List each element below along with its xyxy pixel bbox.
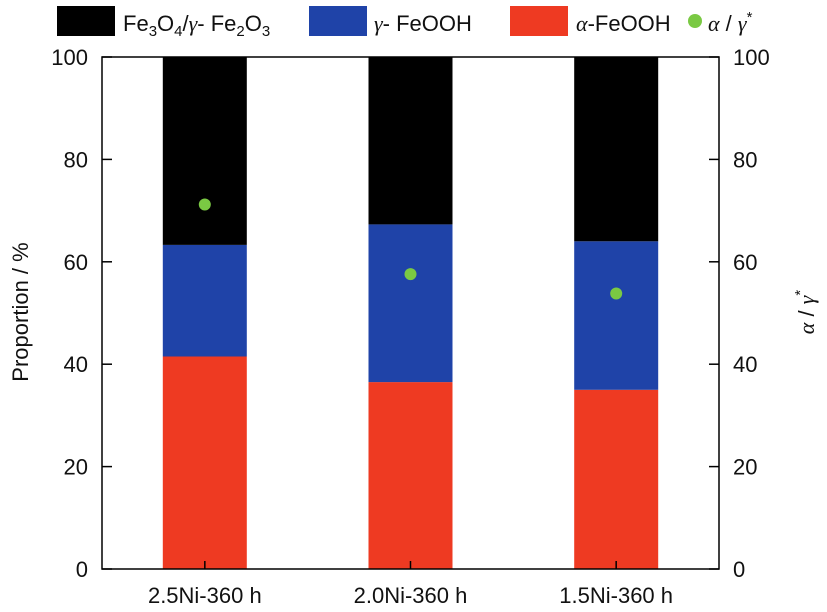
legend: Fe3O4/γ- Fe2O3 γ- FeOOH α-FeOOH α / γ* bbox=[57, 6, 753, 40]
y-tick-label-2: 40 bbox=[64, 352, 88, 377]
bar-segment-0-0 bbox=[162, 356, 247, 569]
y-tick-label-3: 60 bbox=[64, 250, 88, 275]
y2-axis-title: α / γ* bbox=[792, 290, 819, 335]
points-layer bbox=[198, 198, 623, 300]
legend-label-ratio: α / γ* bbox=[708, 9, 753, 36]
bar-segment-0-1 bbox=[368, 382, 453, 569]
category-label-0: 2.5Ni-360 h bbox=[148, 583, 262, 608]
legend-swatch-fe-oxide bbox=[57, 6, 115, 36]
legend-swatch-gamma-feooh bbox=[309, 6, 367, 36]
y-tick-label-1: 20 bbox=[64, 455, 88, 480]
bar-segment-1-0 bbox=[162, 244, 247, 357]
y-axis-title: Proportion / % bbox=[8, 242, 33, 381]
bar-segment-2-2 bbox=[574, 57, 659, 242]
y2-tick-label-1: 20 bbox=[733, 455, 757, 480]
y2-tick-label-5: 100 bbox=[733, 45, 770, 70]
ratio-point-1 bbox=[404, 268, 417, 281]
bars-layer bbox=[162, 57, 659, 569]
y-tick-label-5: 100 bbox=[51, 45, 88, 70]
bar-segment-1-2 bbox=[574, 241, 659, 390]
legend-label-alpha-feooh: α-FeOOH bbox=[576, 11, 671, 36]
y2-tick-label-3: 60 bbox=[733, 250, 757, 275]
ratio-point-0 bbox=[198, 198, 211, 211]
category-label-1: 2.0Ni-360 h bbox=[354, 583, 468, 608]
y2-tick-label-4: 80 bbox=[733, 147, 757, 172]
bar-segment-1-1 bbox=[368, 224, 453, 383]
bar-segment-0-2 bbox=[574, 389, 659, 569]
bar-segment-2-1 bbox=[368, 57, 453, 225]
ratio-point-2 bbox=[610, 287, 623, 300]
legend-label-fe-oxide: Fe3O4/γ- Fe2O3 bbox=[123, 11, 270, 40]
legend-swatch-alpha-feooh bbox=[510, 6, 568, 36]
ticks-layer bbox=[102, 56, 719, 570]
y-tick-label-4: 80 bbox=[64, 147, 88, 172]
labels-layer: 0 0 20 20 40 40 60 60 80 80 100 100 2.5Ni-360 h 2.0Ni… bbox=[51, 45, 769, 608]
y2-tick-label-2: 40 bbox=[733, 352, 757, 377]
legend-label-gamma-feooh: γ- FeOOH bbox=[374, 11, 472, 36]
bar-segment-2-0 bbox=[162, 57, 247, 245]
y2-tick-label-0: 0 bbox=[733, 557, 745, 582]
y-tick-label-0: 0 bbox=[76, 557, 88, 582]
legend-marker-ratio bbox=[688, 14, 702, 28]
category-label-2: 1.5Ni-360 h bbox=[559, 583, 673, 608]
